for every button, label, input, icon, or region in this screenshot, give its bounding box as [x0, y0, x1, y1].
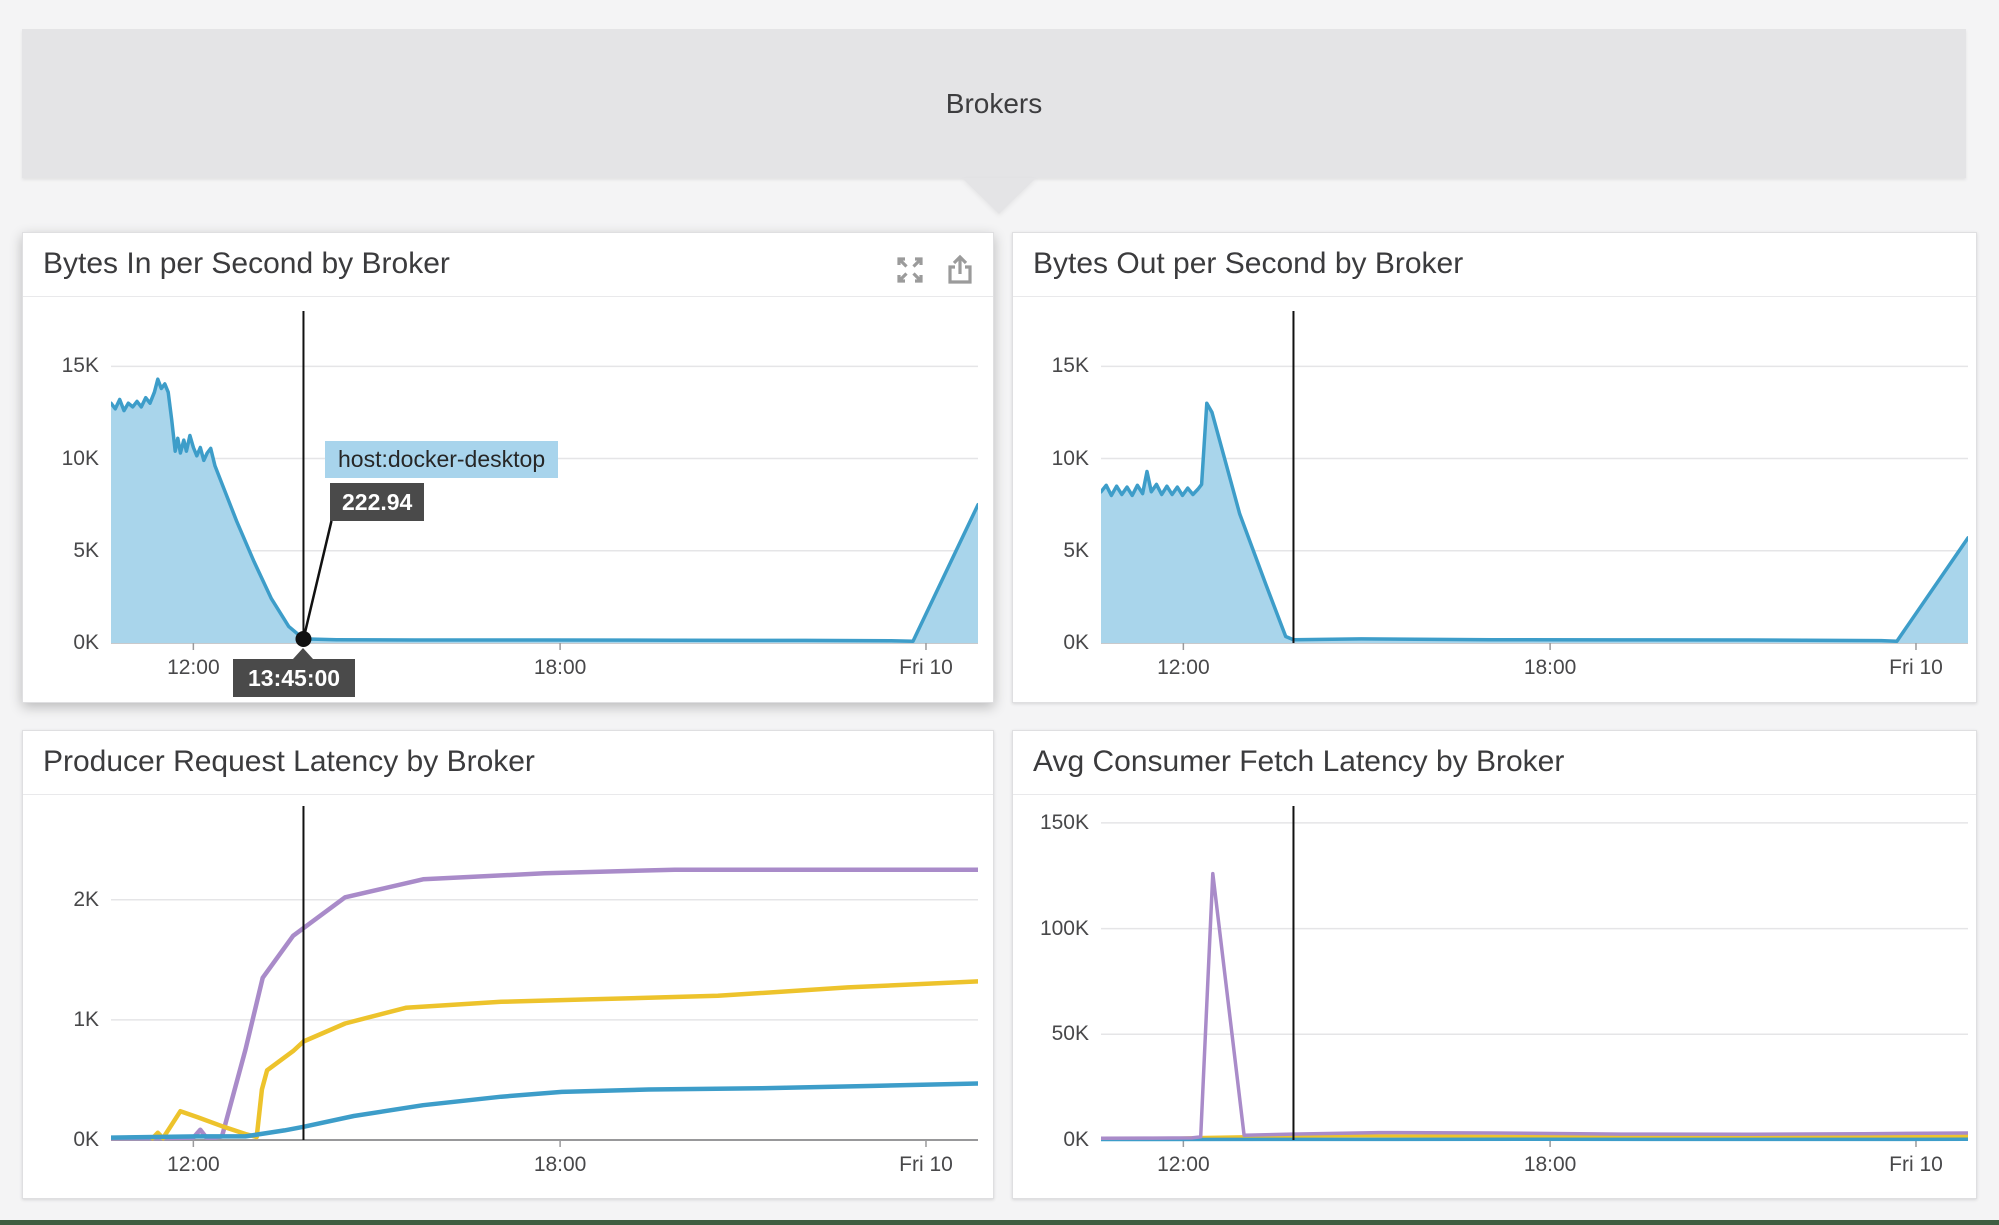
- x-axis-tick-label: Fri 10: [1889, 656, 1943, 679]
- chart-plot-area[interactable]: [1101, 311, 1968, 651]
- x-axis-tick-label: 18:00: [533, 656, 587, 679]
- divider: [1013, 296, 1976, 297]
- y-axis-tick-label: 0K: [1063, 631, 1089, 654]
- x-axis-tick-label: 12:00: [1157, 656, 1210, 679]
- y-axis-tick-label: 5K: [73, 538, 99, 562]
- y-axis-tick-label: 15K: [1051, 354, 1089, 378]
- y-axis-tick-label: 5K: [1063, 538, 1089, 562]
- chart-plot-area[interactable]: [111, 311, 978, 651]
- divider: [23, 794, 993, 795]
- group-header-tail: [962, 178, 1036, 214]
- chart-plot-area[interactable]: [1101, 806, 1968, 1148]
- group-header-label: Brokers: [945, 87, 1043, 119]
- tooltip-timestamp: 13:45:00: [233, 659, 356, 697]
- tooltip-series-label: host:docker-desktop: [325, 441, 559, 478]
- y-axis-tick-label: 0K: [73, 1128, 99, 1151]
- chart-plot-area[interactable]: [111, 806, 978, 1148]
- y-axis-tick-label: 2K: [73, 887, 99, 911]
- x-axis-tick-label: 12:00: [1157, 1153, 1210, 1176]
- expand-icon[interactable]: [893, 253, 927, 287]
- y-axis-tick-label: 50K: [1051, 1022, 1089, 1046]
- chart-card-avg-consumer-fetch-latency: Avg Consumer Fetch Latency by Broker 0K 5…: [1012, 730, 1977, 1199]
- x-axis-tick-label: 18:00: [1523, 1153, 1577, 1176]
- chart-card-bytes-out: Bytes Out per Second by Broker 0K 5K 10K 15…: [1012, 232, 1977, 703]
- chart-title: Bytes Out per Second by Broker: [1033, 247, 1464, 280]
- chart-card-producer-request-latency: Producer Request Latency by Broker 0K 1K 2…: [22, 730, 994, 1199]
- chart-title: Avg Consumer Fetch Latency by Broker: [1033, 745, 1565, 778]
- x-axis-tick-label: Fri 10: [899, 1153, 953, 1176]
- y-axis-tick-label: 1K: [73, 1007, 99, 1031]
- y-axis-tick-label: 0K: [73, 631, 99, 654]
- group-header-brokers[interactable]: Brokers: [22, 29, 1966, 178]
- x-axis-tick-label: 18:00: [1523, 656, 1577, 679]
- y-axis-tick-label: 0K: [1063, 1128, 1089, 1151]
- tooltip-value: 222.94: [330, 483, 425, 521]
- divider: [1013, 794, 1976, 795]
- tooltip-time-notch: [293, 648, 313, 659]
- chart-card-bytes-in: Bytes In per Second by Broker: [22, 232, 994, 703]
- x-axis-tick-label: Fri 10: [899, 656, 953, 679]
- y-axis-tick-label: 15K: [61, 354, 99, 378]
- x-axis-tick-label: 12:00: [167, 656, 220, 679]
- share-icon[interactable]: [943, 253, 977, 287]
- y-axis-tick-label: 100K: [1039, 916, 1089, 940]
- divider: [23, 296, 993, 297]
- bottom-edge-bar: [0, 1220, 1999, 1225]
- x-axis-tick-label: 12:00: [167, 1153, 220, 1176]
- chart-toolbar: [893, 253, 977, 287]
- y-axis-tick-label: 150K: [1039, 810, 1089, 834]
- x-axis-tick-label: Fri 10: [1889, 1153, 1943, 1176]
- chart-title: Bytes In per Second by Broker: [43, 247, 450, 280]
- y-axis-tick-label: 10K: [61, 446, 99, 470]
- y-axis-tick-label: 10K: [1051, 446, 1089, 470]
- x-axis-tick-label: 18:00: [533, 1153, 587, 1176]
- chart-title: Producer Request Latency by Broker: [43, 745, 535, 778]
